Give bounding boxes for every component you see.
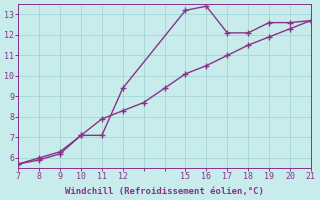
X-axis label: Windchill (Refroidissement éolien,°C): Windchill (Refroidissement éolien,°C) <box>65 187 264 196</box>
